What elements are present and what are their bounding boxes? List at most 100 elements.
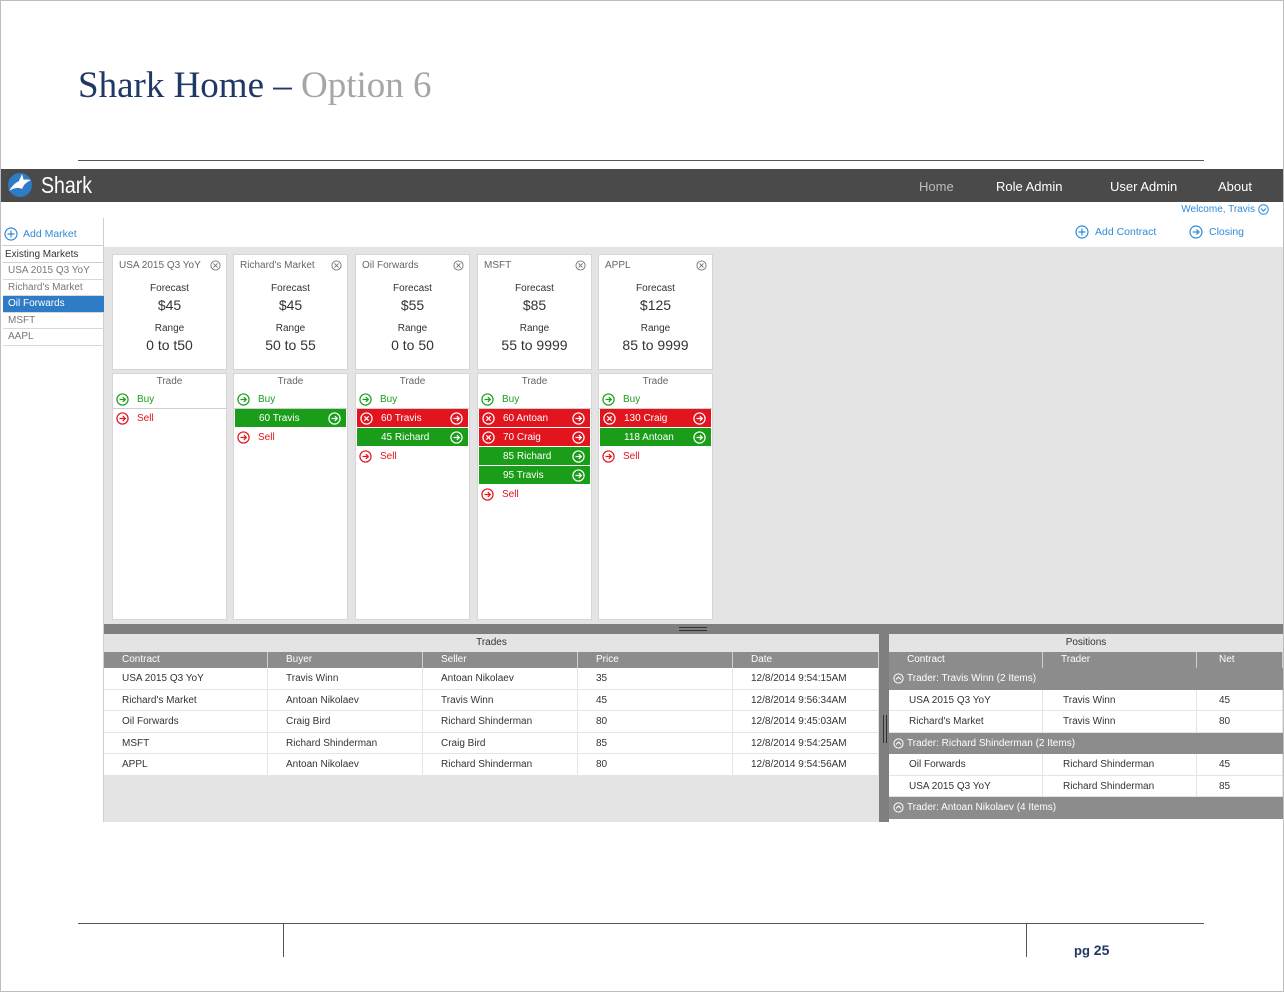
closing-button[interactable]: Closing bbox=[1189, 225, 1244, 239]
sell-button[interactable]: Sell bbox=[599, 447, 712, 466]
table-cell: Richard Shinderman bbox=[1043, 754, 1197, 775]
add-contract-button[interactable]: Add Contract bbox=[1075, 225, 1156, 239]
forecast-label: Forecast bbox=[271, 283, 310, 294]
buy-button[interactable]: Buy bbox=[599, 390, 712, 409]
buy-button[interactable]: Buy bbox=[356, 390, 469, 409]
top-navigation-bar: Shark Home Role Admin User Admin About bbox=[1, 169, 1283, 202]
ask-order[interactable]: 130 Craig bbox=[600, 409, 711, 428]
cancel-circle-icon[interactable] bbox=[482, 411, 495, 425]
positions-col-contract[interactable]: Contract bbox=[889, 652, 1043, 668]
arrow-right-circle-icon[interactable] bbox=[693, 412, 706, 425]
cancel-circle-icon[interactable] bbox=[360, 411, 373, 425]
arrow-right-circle-icon[interactable] bbox=[572, 412, 585, 425]
nav-user-admin[interactable]: User Admin bbox=[1110, 179, 1178, 194]
ask-order-label: 60 Travis bbox=[381, 412, 422, 424]
market-card-title: MSFT bbox=[484, 260, 512, 271]
cancel-circle-icon[interactable] bbox=[603, 411, 616, 425]
close-icon[interactable] bbox=[210, 260, 221, 271]
buy-button[interactable]: Buy bbox=[478, 390, 591, 409]
positions-col-net[interactable]: Net bbox=[1197, 652, 1283, 668]
close-icon[interactable] bbox=[453, 260, 464, 271]
range-label: Range bbox=[640, 323, 671, 334]
welcome-menu[interactable]: Welcome, Travis bbox=[1181, 204, 1269, 215]
table-row[interactable]: USA 2015 Q3 YoY Richard Shinderman 85 bbox=[889, 775, 1283, 797]
nav-role-admin[interactable]: Role Admin bbox=[996, 179, 1063, 194]
add-market-label: Add Market bbox=[23, 227, 77, 240]
arrow-right-circle-icon[interactable] bbox=[450, 431, 463, 444]
sidebar-item-usa-2015-q3-yoy[interactable]: USA 2015 Q3 YoY bbox=[3, 263, 104, 280]
range-value: 0 to t50 bbox=[146, 337, 193, 353]
table-cell: 85 bbox=[578, 732, 733, 753]
footer-rule bbox=[78, 923, 1204, 924]
ask-order-label: 60 Antoan bbox=[503, 412, 549, 424]
close-icon[interactable] bbox=[331, 260, 342, 271]
position-group-header[interactable]: Trader: Antoan Nikolaev (4 Items) bbox=[889, 797, 1283, 819]
buy-label: Buy bbox=[137, 393, 155, 405]
add-market-button[interactable]: Add Market bbox=[2, 222, 104, 246]
plus-circle-icon bbox=[1075, 225, 1089, 239]
market-card-usa-2015-q3-yoy: USA 2015 Q3 YoY Forecast $45 Range 0 to t50 bbox=[112, 254, 227, 370]
bid-order[interactable]: 45 Richard bbox=[357, 428, 468, 447]
position-group-header[interactable]: Trader: Richard Shinderman (2 Items) bbox=[889, 732, 1283, 754]
trades-col-date[interactable]: Date bbox=[733, 652, 879, 668]
arrow-right-circle-icon bbox=[359, 392, 372, 406]
buy-button[interactable]: Buy bbox=[234, 390, 347, 409]
table-row[interactable]: APPL Antoan Nikolaev Richard Shinderman 80 1… bbox=[104, 754, 879, 776]
bid-order-label: 45 Richard bbox=[381, 431, 430, 443]
arrow-right-circle-icon[interactable] bbox=[450, 412, 463, 425]
forecast-value: $45 bbox=[157, 297, 182, 313]
table-row[interactable]: USA 2015 Q3 YoY Travis Winn Antoan Nikolae… bbox=[104, 668, 879, 690]
buy-button[interactable]: Buy bbox=[113, 390, 226, 409]
cancel-circle-icon[interactable] bbox=[482, 430, 495, 444]
bid-order[interactable]: 60 Travis bbox=[235, 409, 346, 428]
range-value: 55 to 9999 bbox=[501, 337, 568, 353]
buy-label: Buy bbox=[380, 393, 398, 405]
bid-order[interactable]: 95 Travis bbox=[479, 466, 590, 485]
arrow-right-circle-icon[interactable] bbox=[572, 469, 585, 482]
sell-button[interactable]: Sell bbox=[356, 447, 469, 466]
bid-order[interactable]: 118 Antoan bbox=[600, 428, 711, 447]
position-group-header[interactable]: Trader: Travis Winn (2 Items) bbox=[889, 668, 1283, 690]
horizontal-splitter[interactable] bbox=[104, 624, 1283, 634]
sell-button[interactable]: Sell bbox=[234, 428, 347, 447]
close-icon[interactable] bbox=[575, 260, 586, 271]
nav-about[interactable]: About bbox=[1218, 179, 1252, 194]
ask-order[interactable]: 60 Travis bbox=[357, 409, 468, 428]
market-card-richard-s-market: Richard's Market Forecast $45 Range 50 to 55 bbox=[233, 254, 348, 370]
vertical-splitter[interactable] bbox=[879, 634, 889, 822]
ask-order[interactable]: 70 Craig bbox=[479, 428, 590, 447]
table-row[interactable]: Oil Forwards Richard Shinderman 45 bbox=[889, 754, 1283, 776]
table-row[interactable]: USA 2015 Q3 YoY Travis Winn 45 bbox=[889, 689, 1283, 711]
sidebar-item-aapl[interactable]: AAPL bbox=[3, 329, 104, 346]
trades-col-price[interactable]: Price bbox=[578, 652, 733, 668]
arrow-right-circle-icon[interactable] bbox=[328, 412, 341, 425]
positions-col-trader[interactable]: Trader bbox=[1043, 652, 1197, 668]
table-cell: Craig Bird bbox=[268, 711, 423, 732]
arrow-right-circle-icon[interactable] bbox=[572, 431, 585, 444]
forecast-label: Forecast bbox=[150, 283, 189, 294]
sell-button[interactable]: Sell bbox=[478, 485, 591, 504]
table-row[interactable]: Oil Forwards Craig Bird Richard Shinderman… bbox=[104, 711, 879, 733]
sidebar-item-richards-market[interactable]: Richard's Market bbox=[3, 280, 104, 296]
table-cell: Richard Shinderman bbox=[423, 754, 578, 775]
trade-title: Trade bbox=[642, 376, 669, 387]
slide-title-option: Option 6 bbox=[301, 65, 432, 106]
table-row[interactable]: Richard's Market Antoan Nikolaev Travis Wi… bbox=[104, 689, 879, 711]
bid-order[interactable]: 85 Richard bbox=[479, 447, 590, 466]
sidebar-item-msft[interactable]: MSFT bbox=[3, 313, 104, 329]
arrow-right-circle-icon bbox=[116, 412, 129, 425]
ask-order[interactable]: 60 Antoan bbox=[479, 409, 590, 428]
trades-col-seller[interactable]: Seller bbox=[423, 652, 578, 668]
arrow-right-circle-icon[interactable] bbox=[572, 450, 585, 463]
trades-col-buyer[interactable]: Buyer bbox=[268, 652, 423, 668]
close-icon[interactable] bbox=[696, 260, 707, 271]
table-row[interactable]: Richard's Market Travis Winn 80 bbox=[889, 711, 1283, 733]
trade-title: Trade bbox=[156, 376, 183, 387]
chevron-up-icon bbox=[893, 673, 904, 684]
table-row[interactable]: MSFT Richard Shinderman Craig Bird 85 12/8/2… bbox=[104, 732, 879, 754]
sidebar-item-oil-forwards[interactable]: Oil Forwards bbox=[3, 296, 104, 313]
sell-button[interactable]: Sell bbox=[113, 409, 226, 428]
trades-col-contract[interactable]: Contract bbox=[104, 652, 268, 668]
arrow-right-circle-icon[interactable] bbox=[693, 431, 706, 444]
nav-home[interactable]: Home bbox=[919, 179, 954, 194]
